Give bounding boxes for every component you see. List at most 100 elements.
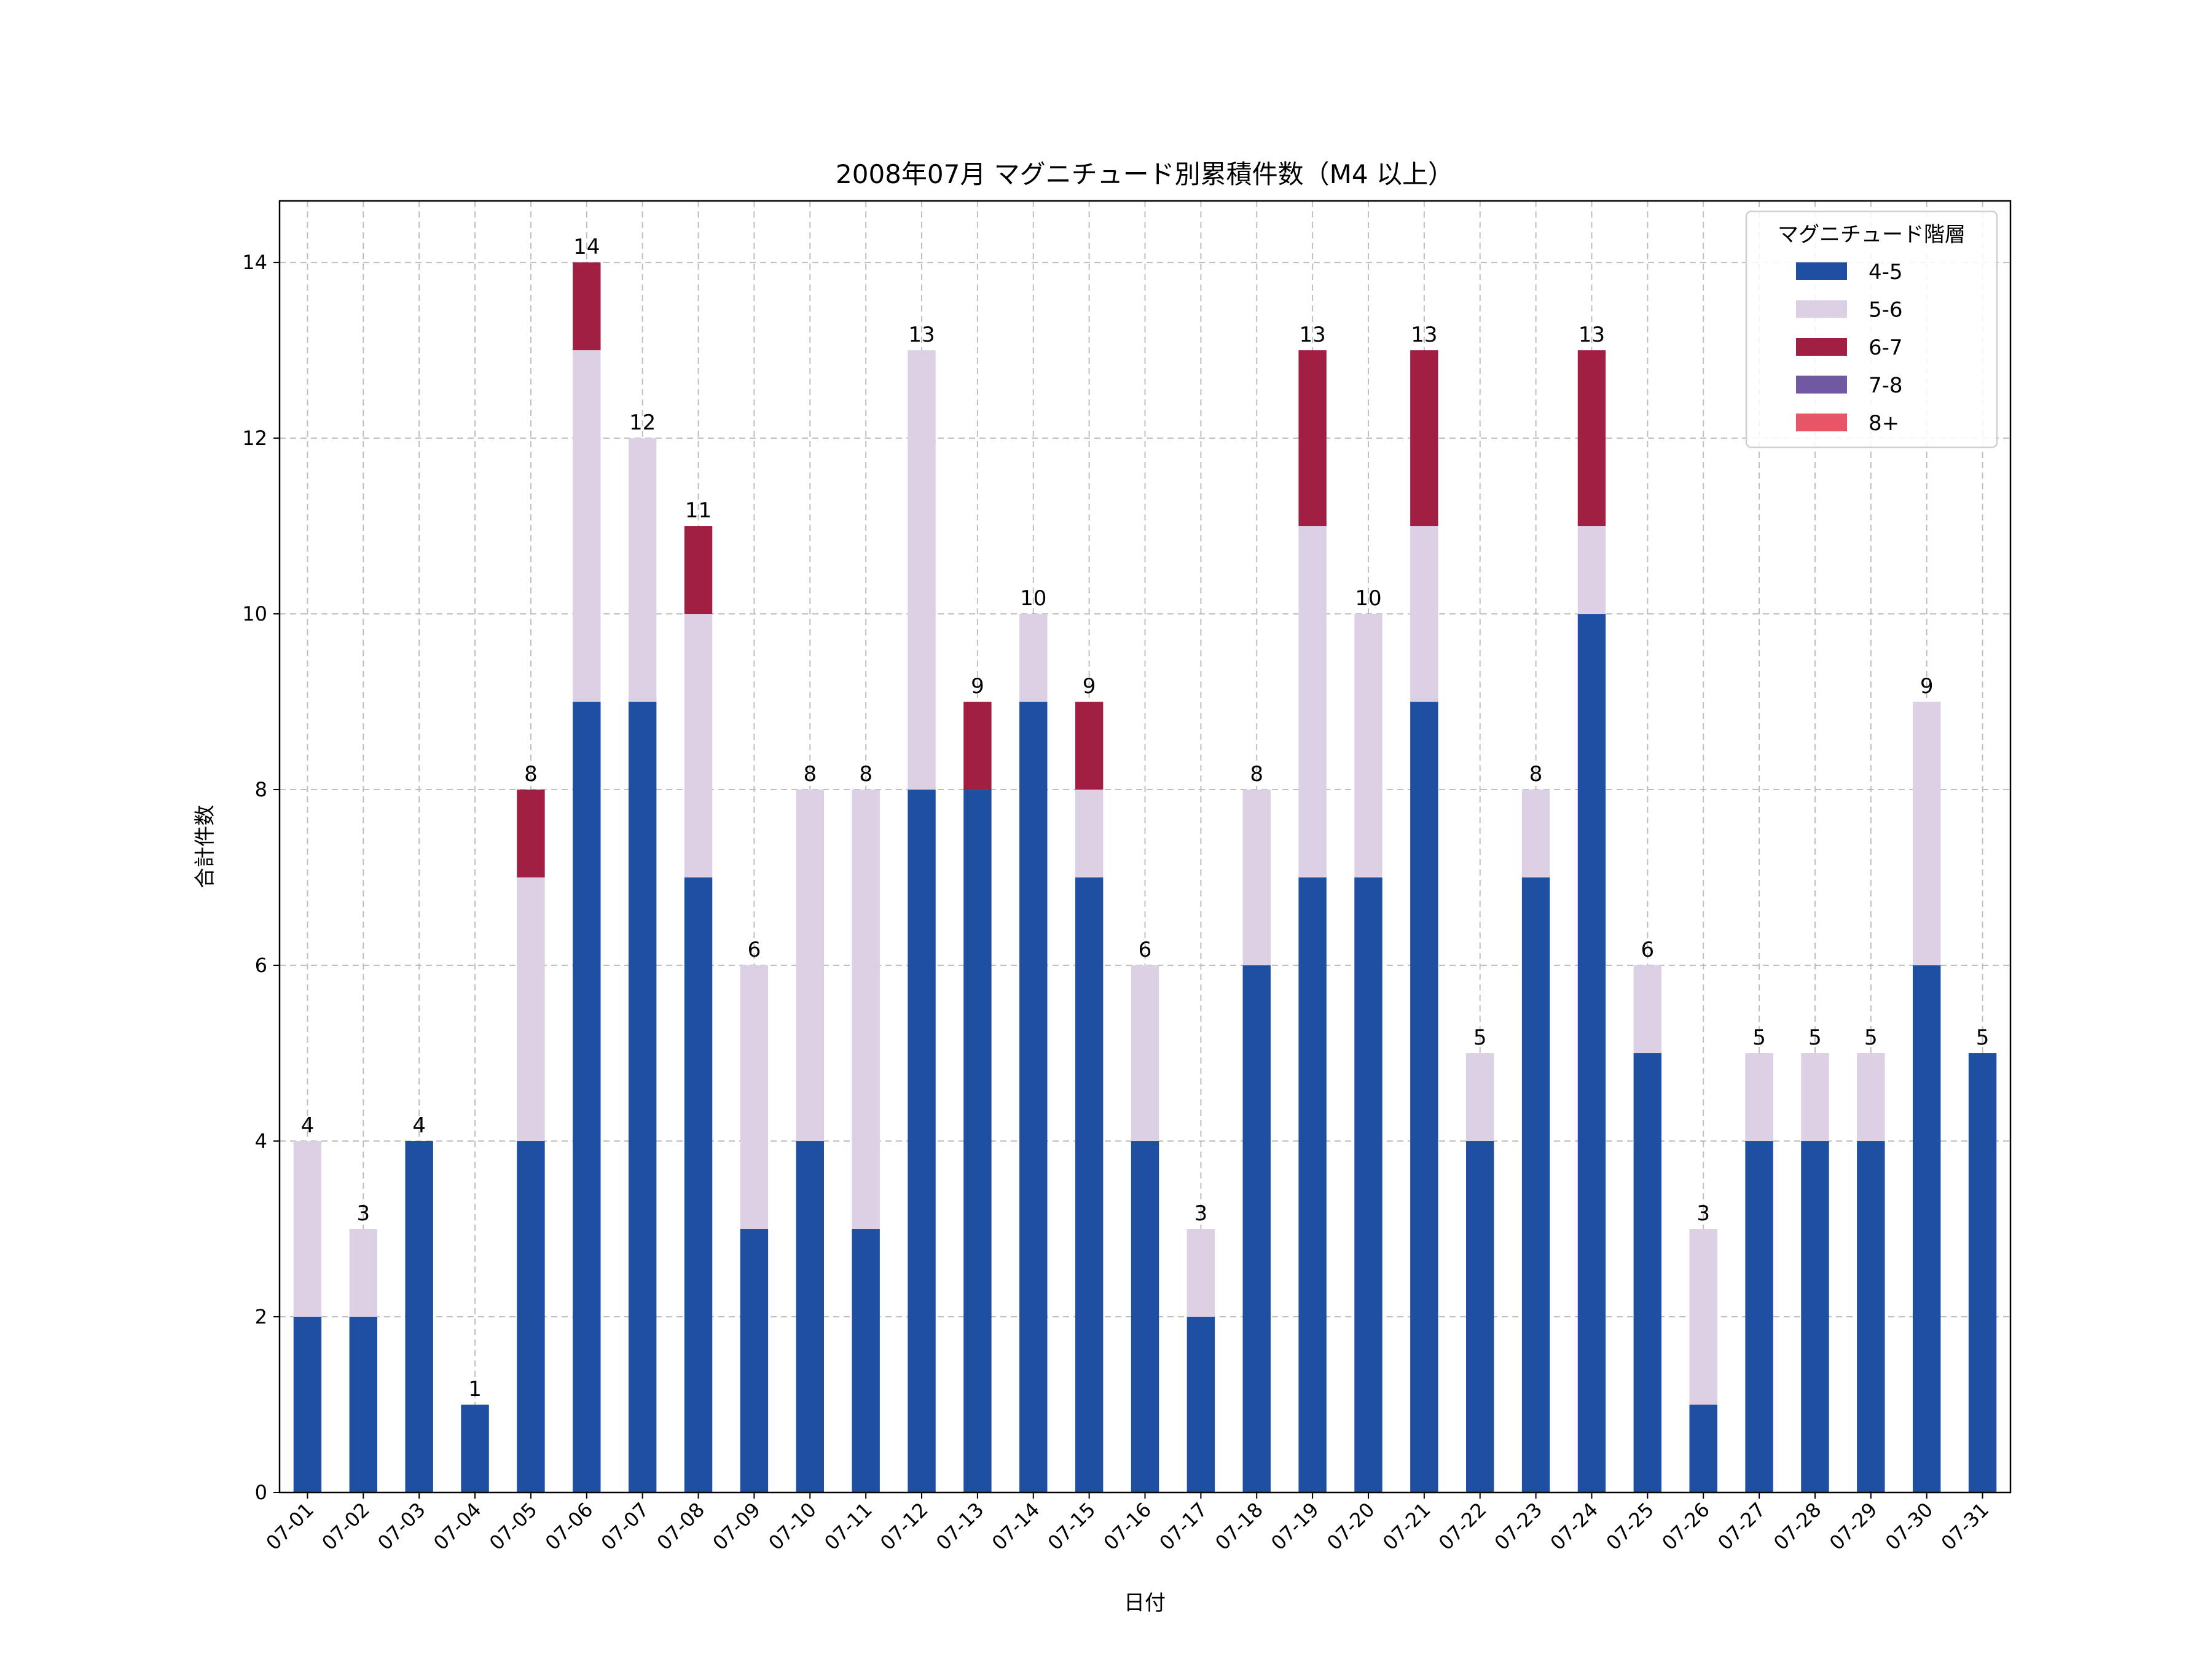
- bar-segment-4-5: [1186, 1317, 1215, 1492]
- legend-title: マグニチュード階層: [1778, 222, 1966, 247]
- bar-segment-5-6: [684, 614, 713, 878]
- bar-segment-4-5: [684, 877, 713, 1492]
- bar-total-label: 4: [412, 1113, 426, 1138]
- bar-segment-5-6: [908, 350, 936, 790]
- y-tick-label: 2: [255, 1305, 267, 1328]
- bar-segment-4-5: [1131, 1141, 1159, 1492]
- y-axis-ticks: 0 2 4 6 8 10 12 14: [242, 251, 280, 1504]
- bar-segment-6-7: [1410, 350, 1438, 527]
- bar-segment-6-7: [517, 790, 545, 878]
- bar-total-label: 13: [908, 323, 935, 347]
- bar-segment-4-5: [293, 1317, 322, 1492]
- legend-label: 7-8: [1869, 374, 1903, 398]
- bar-segment-4-5: [1242, 965, 1271, 1492]
- bar-segment-5-6: [1298, 526, 1327, 878]
- bar-segment-4-5: [740, 1229, 769, 1492]
- y-tick-label: 6: [255, 954, 267, 977]
- bar-segment-5-6: [349, 1229, 378, 1317]
- bar-segment-4-5: [1410, 702, 1438, 1492]
- bar-segment-5-6: [1186, 1229, 1215, 1317]
- bar-total-label: 8: [1250, 762, 1263, 786]
- bar-segment-5-6: [852, 790, 880, 1230]
- bar-segment-5-6: [1019, 614, 1048, 702]
- bar-segment-5-6: [1242, 790, 1271, 966]
- bar-segment-4-5: [628, 702, 657, 1492]
- legend-label: 8+: [1869, 411, 1899, 436]
- bar-segment-6-7: [684, 526, 713, 614]
- bar-segment-4-5: [573, 702, 601, 1492]
- bar-segment-5-6: [1577, 526, 1606, 614]
- y-tick-label: 12: [242, 426, 267, 450]
- chart-title: 2008年07月 マグニチュード別累積件数（M4 以上）: [836, 159, 1454, 189]
- bar-total-label: 6: [1641, 938, 1655, 962]
- legend-swatch: [1796, 414, 1847, 431]
- bar-total-label: 9: [1083, 674, 1096, 699]
- bar-total-label: 8: [859, 762, 873, 786]
- bar-total-label: 3: [356, 1201, 370, 1226]
- bar-segment-5-6: [1801, 1053, 1829, 1142]
- bar-segment-4-5: [1521, 877, 1550, 1492]
- bar-segment-6-7: [1577, 350, 1606, 527]
- legend-label: 4-5: [1869, 260, 1903, 284]
- bar-total-label: 3: [1696, 1201, 1710, 1226]
- bar-total-label: 13: [1299, 323, 1325, 347]
- bar-total-label: 9: [971, 674, 984, 699]
- bar-segment-4-5: [1019, 702, 1048, 1492]
- legend-swatch: [1796, 300, 1847, 318]
- bar-segment-4-5: [1075, 877, 1104, 1492]
- legend-swatch: [1796, 375, 1847, 394]
- y-tick-label: 4: [255, 1129, 267, 1153]
- bar-segment-4-5: [796, 1141, 824, 1492]
- legend-swatch: [1796, 338, 1847, 356]
- bar-total-label: 5: [1473, 1026, 1487, 1050]
- y-tick-label: 14: [242, 251, 267, 274]
- bar-total-label: 10: [1355, 586, 1381, 611]
- bar-total-label: 10: [1020, 586, 1046, 611]
- y-tick-label: 0: [255, 1481, 267, 1504]
- bar-segment-6-7: [573, 262, 601, 351]
- bar-segment-4-5: [1354, 877, 1382, 1492]
- legend-swatch: [1796, 262, 1847, 280]
- bar-segment-6-7: [963, 702, 992, 790]
- y-tick-label: 8: [255, 778, 267, 801]
- bar-segment-5-6: [796, 790, 824, 1142]
- y-tick-label: 10: [242, 602, 267, 626]
- bar-segment-4-5: [1968, 1053, 1997, 1492]
- bar-segment-6-7: [1075, 702, 1104, 790]
- bar-segment-5-6: [1410, 526, 1438, 702]
- bar-segment-6-7: [1298, 350, 1327, 527]
- bar-segment-5-6: [1131, 965, 1159, 1142]
- bar-segment-5-6: [293, 1141, 322, 1317]
- bar-segment-5-6: [1857, 1053, 1885, 1142]
- bar-segment-4-5: [963, 790, 992, 1492]
- bar-total-label: 5: [1808, 1026, 1822, 1050]
- bar-segment-5-6: [1912, 702, 1941, 966]
- bar-total-label: 9: [1920, 674, 1934, 699]
- bar-total-label: 5: [1976, 1026, 1990, 1050]
- bar-segment-4-5: [1633, 1053, 1662, 1492]
- bar-segment-4-5: [1745, 1141, 1773, 1492]
- bar-segment-4-5: [1857, 1141, 1885, 1492]
- bar-segment-4-5: [517, 1141, 545, 1492]
- bar-total-label: 5: [1752, 1026, 1766, 1050]
- bar-total-label: 12: [629, 410, 656, 435]
- bar-segment-4-5: [1577, 614, 1606, 1492]
- bar-segment-5-6: [1745, 1053, 1773, 1142]
- bar-segment-5-6: [1075, 790, 1104, 878]
- bar-total-label: 14: [573, 235, 600, 259]
- bar-total-label: 11: [685, 498, 712, 523]
- bar-segment-4-5: [349, 1317, 378, 1492]
- bar-total-label: 6: [1139, 938, 1152, 962]
- bar-segment-5-6: [740, 965, 769, 1230]
- bar-total-label: 6: [748, 938, 761, 962]
- bar-segment-4-5: [1466, 1141, 1494, 1492]
- bar-total-label: 8: [803, 762, 817, 786]
- legend: マグニチュード階層 4-5 5-6 6-7 7-8 8+: [1745, 210, 1998, 449]
- legend-label: 6-7: [1869, 335, 1903, 360]
- bar-segment-5-6: [628, 438, 657, 702]
- bar-total-label: 3: [1194, 1201, 1208, 1226]
- bar-segment-5-6: [1633, 965, 1662, 1054]
- bar-segment-4-5: [852, 1229, 880, 1492]
- bar-segment-5-6: [1521, 790, 1550, 878]
